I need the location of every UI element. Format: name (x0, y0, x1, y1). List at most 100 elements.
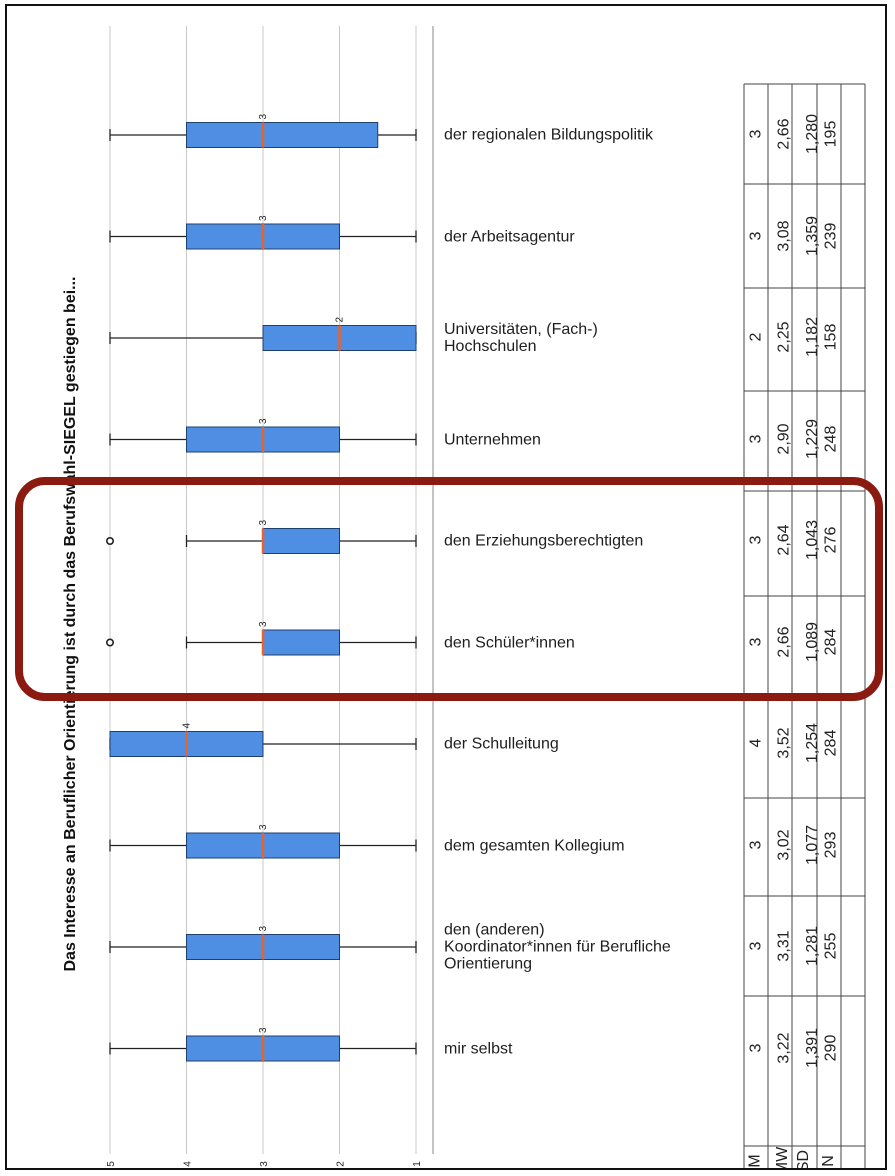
table-cell-value: 3 (747, 840, 764, 849)
boxplot-row: 3 (109, 114, 417, 148)
median-label: 2 (335, 317, 346, 323)
table-cell-mw: 2,25 (769, 321, 793, 352)
table-header-cell: MW (769, 1147, 791, 1168)
table-cell-m: 4 (745, 734, 767, 752)
axis-tick-label: 5 (106, 1161, 117, 1167)
table-cell-sd: 1,229 (793, 418, 821, 458)
category-label: den Erziehungsberechtigten (444, 532, 644, 550)
table-cell-n: 255 (818, 933, 840, 960)
median-label: 3 (258, 824, 269, 830)
category-label: dem gesamten Kollegium (444, 837, 625, 854)
table-cell-value: 290 (822, 1034, 840, 1061)
table-cell-m: 3 (745, 937, 767, 955)
table-cell-m: 3 (745, 125, 767, 143)
boxplot-row: 3 (109, 215, 417, 250)
median-label: 3 (258, 114, 269, 120)
table-cell-value: 195 (822, 120, 840, 148)
table-cell-value: 3,22 (775, 1031, 793, 1064)
table-header-cell: M (745, 1152, 767, 1168)
table-cell-n: 284 (818, 628, 840, 655)
table-cell-m: 3 (745, 1039, 767, 1057)
table-cell-m: 3 (745, 836, 767, 854)
table-cell-n: 293 (818, 831, 840, 858)
table-cell-mw: 3,52 (769, 727, 793, 758)
table-cell-m: 3 (745, 633, 767, 651)
table-cell-value: 255 (822, 932, 840, 960)
table-cell-value: 3,02 (775, 828, 793, 861)
category-label: Universitäten, (Fach-) Hochschulen (444, 321, 598, 355)
table-cell-value: 3 (747, 637, 764, 646)
axis-tick-label: 1 (412, 1161, 423, 1167)
table-cell-sd: 1,254 (793, 723, 821, 763)
boxplot-row: 3 (109, 1027, 417, 1062)
boxplot-row: 4 (109, 723, 417, 757)
table-cell-value: 284 (822, 729, 840, 757)
table-cell-mw: 2,90 (769, 423, 793, 454)
table-cell-value: 239 (822, 222, 840, 249)
table-cell-value: 4 (747, 738, 764, 748)
boxplot-row: 3 (109, 926, 417, 960)
table-cell-n: 158 (818, 324, 840, 351)
table-cell-sd: 1,077 (793, 824, 821, 864)
table-cell-value: 2,66 (775, 118, 793, 150)
table-header-label: SD (795, 1149, 813, 1170)
table-header-label: MW (774, 1146, 792, 1170)
table-header-label: N (820, 1155, 837, 1167)
table-cell-mw: 3,31 (769, 930, 793, 961)
outlier-point (106, 638, 115, 647)
table-cell-m: 2 (745, 328, 767, 346)
median-label: 3 (258, 215, 269, 221)
table-cell-m: 3 (745, 227, 767, 245)
stats-table-grid (743, 83, 866, 1168)
table-cell-mw: 3,08 (769, 220, 793, 251)
box-iqr (186, 122, 379, 148)
table-cell-value: 158 (822, 323, 840, 351)
table-cell-value: 3 (747, 434, 764, 443)
table-cell-m: 3 (745, 531, 767, 549)
boxplot-row: 2 (109, 317, 417, 351)
table-cell-sd: 1,043 (793, 520, 821, 560)
table-header-cell: N (818, 1152, 840, 1168)
table-cell-mw: 2,66 (769, 118, 793, 149)
table-cell-sd: 1,089 (793, 621, 821, 661)
table-cell-mw: 3,02 (769, 829, 793, 860)
table-cell-value: 2 (747, 332, 764, 342)
table-cell-mw: 2,64 (769, 524, 793, 555)
axis-tick-label: 4 (183, 1161, 194, 1167)
table-cell-value: 3,52 (775, 727, 793, 759)
median-label: 3 (258, 1027, 269, 1033)
boxplot-row: 3 (106, 520, 417, 554)
median-label: 3 (258, 520, 269, 526)
table-cell-n: 276 (818, 527, 840, 554)
table-cell-sd: 1,280 (793, 114, 821, 154)
table-cell-value: 3 (747, 231, 764, 240)
table-cell-value: 2,66 (775, 625, 793, 658)
table-cell-value: 293 (822, 831, 840, 858)
boxplot-row: 3 (109, 824, 417, 859)
outlier-point (106, 536, 115, 545)
table-cell-value: 3,08 (775, 219, 793, 252)
table-cell-value: 3 (747, 1043, 764, 1052)
chart-frame: 3 3 2 3 3 3 4 3 3 3 5 4 3 2 1 Das Interesse an Berufl… (5, 4, 887, 1170)
table-cell-value: 248 (822, 425, 840, 452)
table-cell-mw: 2,66 (769, 626, 793, 657)
table-cell-value: 3 (747, 941, 764, 951)
table-cell-value: 2,64 (775, 524, 793, 556)
table-cell-sd: 1,182 (793, 317, 821, 357)
axis-tick-label: 3 (259, 1161, 270, 1167)
box-iqr (262, 629, 340, 656)
table-cell-value: 3,31 (775, 930, 793, 962)
boxplot-row: 3 (109, 418, 417, 453)
median-label: 3 (258, 418, 269, 424)
boxplot-row: 3 (106, 621, 417, 656)
table-cell-sd: 1,391 (793, 1027, 821, 1067)
table-cell-sd: 1,359 (793, 215, 821, 255)
table-cell-sd: 1,281 (793, 926, 821, 966)
table-cell-n: 290 (818, 1034, 840, 1061)
table-cell-value: 3 (747, 535, 764, 545)
table-cell-value: 2,90 (775, 422, 793, 455)
median-label: 4 (182, 723, 193, 729)
table-cell-n: 248 (818, 425, 840, 452)
table-header-label: M (746, 1154, 764, 1168)
chart-title: Das Interesse an Beruflicher Orientierun… (62, 276, 79, 971)
